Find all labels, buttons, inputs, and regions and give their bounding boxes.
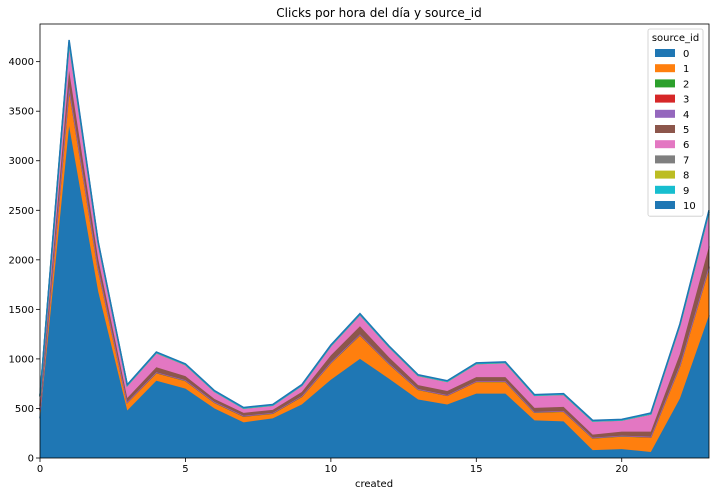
y-tick-label: 2500	[9, 206, 34, 217]
y-tick-label: 1500	[9, 305, 34, 316]
legend-swatch-9	[655, 185, 675, 194]
legend-label-9: 9	[683, 186, 689, 197]
x-tick-label: 5	[182, 464, 188, 475]
chart-title: Clicks por hora del día y source_id	[276, 6, 481, 20]
area-line-4	[39, 86, 710, 439]
legend-swatch-8	[655, 170, 675, 179]
y-tick-label: 1000	[9, 354, 34, 365]
legend-label-3: 3	[683, 95, 689, 106]
y-tick-label: 0	[28, 454, 34, 465]
x-tick-label: 0	[37, 464, 43, 475]
legend-swatch-1	[655, 64, 675, 73]
legend-label-6: 6	[683, 140, 689, 151]
legend-label-5: 5	[683, 125, 689, 136]
legend-swatch-5	[655, 125, 675, 133]
legend-label-2: 2	[683, 79, 689, 90]
legend-label-1: 1	[683, 64, 689, 75]
x-tick-label: 15	[470, 464, 483, 475]
x-tick-label: 10	[325, 464, 338, 475]
y-tick-label: 2000	[9, 255, 34, 266]
y-tick-label: 3000	[9, 156, 34, 167]
legend-swatch-6	[655, 140, 675, 149]
y-tick-label: 4000	[9, 57, 34, 68]
legend-label-0: 0	[683, 49, 689, 60]
legend-title: source_id	[652, 33, 699, 44]
legend-swatch-2	[655, 79, 675, 88]
legend-swatch-3	[655, 94, 675, 103]
legend-label-4: 4	[683, 110, 689, 121]
legend-swatch-7	[655, 155, 675, 164]
area-series-0	[40, 126, 709, 458]
legend-label-7: 7	[683, 155, 689, 166]
x-axis-label: created	[355, 479, 393, 490]
legend-label-8: 8	[683, 171, 689, 182]
y-tick-label: 500	[15, 404, 34, 415]
plot-frame	[39, 23, 710, 459]
area-line-10	[39, 39, 710, 422]
legend-label-10: 10	[683, 201, 696, 212]
x-tick-label: 20	[615, 464, 628, 475]
legend-swatch-4	[655, 109, 675, 118]
legend: source_id 0 1 2 3 4 5 6 7 8 9 10	[647, 28, 704, 217]
legend-box	[647, 28, 704, 217]
y-tick-label: 3500	[9, 107, 34, 118]
stacked-areas	[39, 39, 710, 458]
legend-swatch-0	[655, 49, 675, 57]
legend-swatch-10	[655, 201, 675, 209]
